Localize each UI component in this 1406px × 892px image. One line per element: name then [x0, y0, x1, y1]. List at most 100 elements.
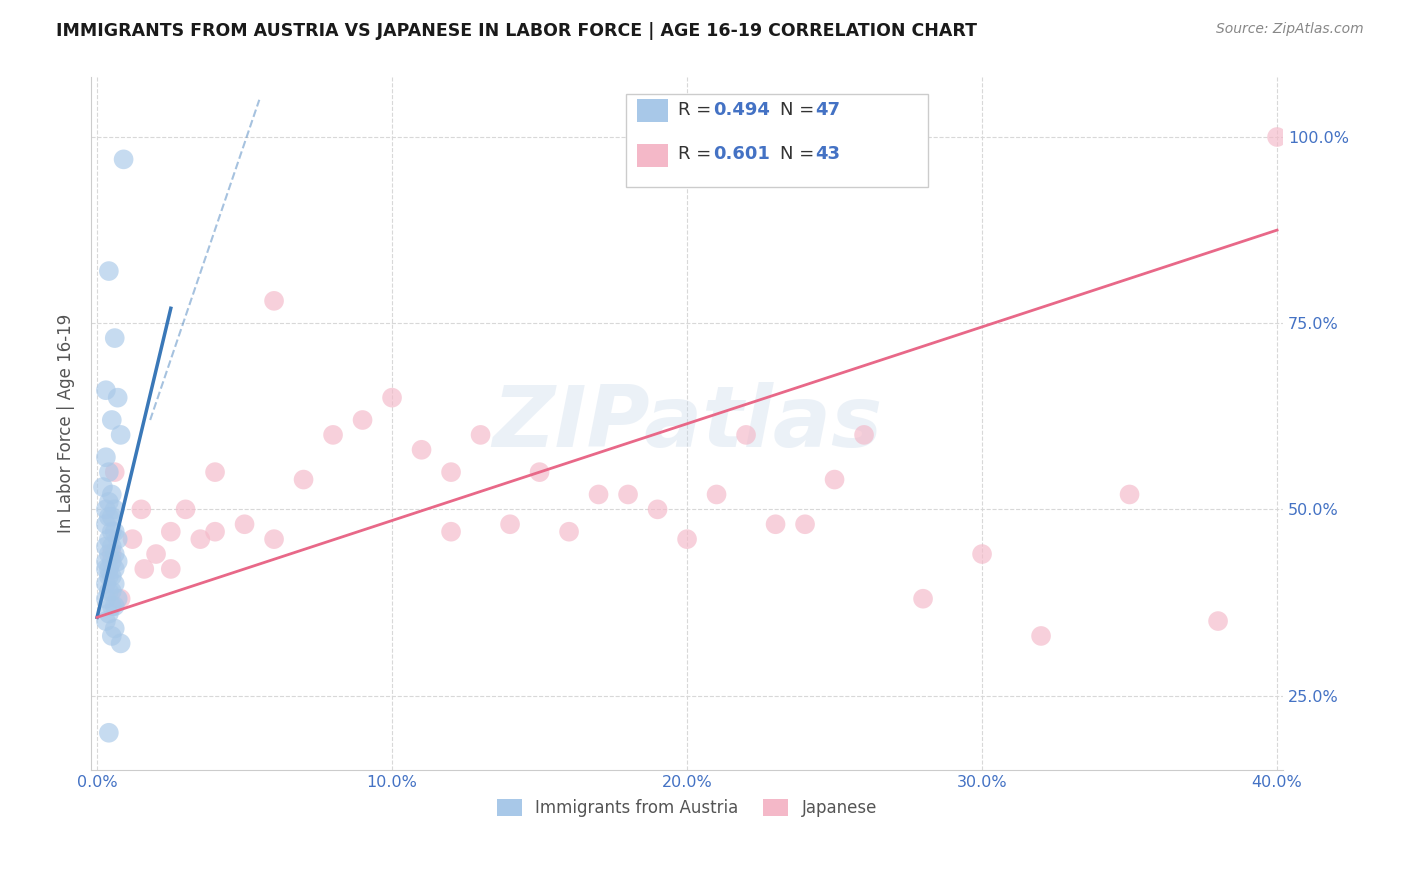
- Point: [145, 547, 167, 561]
- Point: [1206, 614, 1229, 628]
- Point: [104, 547, 127, 561]
- Point: [107, 554, 129, 568]
- Point: [558, 524, 581, 539]
- Point: [97, 584, 120, 599]
- Point: [617, 487, 640, 501]
- Point: [159, 524, 181, 539]
- Point: [174, 502, 197, 516]
- Point: [101, 413, 124, 427]
- Point: [104, 622, 127, 636]
- Point: [110, 636, 132, 650]
- Point: [470, 428, 492, 442]
- Point: [735, 428, 758, 442]
- Point: [1029, 629, 1052, 643]
- Point: [204, 524, 226, 539]
- Point: [381, 391, 404, 405]
- Text: ZIPatlas: ZIPatlas: [492, 382, 882, 466]
- Point: [107, 591, 129, 606]
- Text: Source: ZipAtlas.com: Source: ZipAtlas.com: [1216, 22, 1364, 37]
- Text: R =: R =: [678, 145, 717, 163]
- Text: 43: 43: [815, 145, 841, 163]
- Text: 0.494: 0.494: [713, 101, 769, 119]
- Point: [94, 562, 117, 576]
- Point: [94, 577, 117, 591]
- Point: [97, 607, 120, 621]
- Point: [104, 562, 127, 576]
- Text: 47: 47: [815, 101, 841, 119]
- Point: [94, 614, 117, 628]
- Point: [110, 428, 132, 442]
- Text: N =: N =: [780, 101, 820, 119]
- Point: [159, 562, 181, 576]
- Point: [97, 264, 120, 278]
- Point: [765, 517, 787, 532]
- Point: [104, 331, 127, 345]
- Point: [233, 517, 256, 532]
- Point: [121, 532, 143, 546]
- Point: [101, 599, 124, 614]
- Text: 0.601: 0.601: [713, 145, 769, 163]
- Point: [91, 480, 114, 494]
- Point: [676, 532, 699, 546]
- Point: [101, 584, 124, 599]
- Text: R =: R =: [678, 101, 717, 119]
- Point: [112, 153, 135, 167]
- Legend: Immigrants from Austria, Japanese: Immigrants from Austria, Japanese: [491, 792, 884, 824]
- Point: [101, 569, 124, 583]
- Point: [647, 502, 669, 516]
- Point: [706, 487, 728, 501]
- Point: [97, 547, 120, 561]
- Point: [101, 547, 124, 561]
- Point: [94, 591, 117, 606]
- Point: [97, 725, 120, 739]
- Point: [97, 465, 120, 479]
- Point: [101, 629, 124, 643]
- Point: [794, 517, 817, 532]
- Point: [1118, 487, 1140, 501]
- Point: [440, 465, 463, 479]
- Point: [529, 465, 551, 479]
- Point: [107, 532, 129, 546]
- Point: [94, 383, 117, 397]
- Y-axis label: In Labor Force | Age 16-19: In Labor Force | Age 16-19: [58, 314, 75, 533]
- Point: [94, 517, 117, 532]
- Point: [263, 293, 285, 308]
- Point: [104, 502, 127, 516]
- Point: [94, 540, 117, 554]
- Point: [101, 540, 124, 554]
- Point: [97, 532, 120, 546]
- Point: [824, 473, 846, 487]
- Point: [97, 495, 120, 509]
- Point: [352, 413, 374, 427]
- Point: [97, 562, 120, 576]
- Point: [94, 450, 117, 465]
- Point: [110, 591, 132, 606]
- Point: [263, 532, 285, 546]
- Text: IMMIGRANTS FROM AUSTRIA VS JAPANESE IN LABOR FORCE | AGE 16-19 CORRELATION CHART: IMMIGRANTS FROM AUSTRIA VS JAPANESE IN L…: [56, 22, 977, 40]
- Point: [292, 473, 315, 487]
- Point: [912, 591, 935, 606]
- Text: N =: N =: [780, 145, 820, 163]
- Point: [101, 554, 124, 568]
- Point: [411, 442, 433, 457]
- Point: [101, 509, 124, 524]
- Point: [134, 562, 156, 576]
- Point: [204, 465, 226, 479]
- Point: [97, 569, 120, 583]
- Point: [853, 428, 876, 442]
- Point: [440, 524, 463, 539]
- Point: [499, 517, 522, 532]
- Point: [101, 487, 124, 501]
- Point: [97, 509, 120, 524]
- Point: [129, 502, 152, 516]
- Point: [107, 391, 129, 405]
- Point: [104, 524, 127, 539]
- Point: [94, 554, 117, 568]
- Point: [970, 547, 993, 561]
- Point: [1265, 130, 1288, 145]
- Point: [322, 428, 344, 442]
- Point: [101, 524, 124, 539]
- Point: [188, 532, 211, 546]
- Point: [104, 465, 127, 479]
- Point: [94, 502, 117, 516]
